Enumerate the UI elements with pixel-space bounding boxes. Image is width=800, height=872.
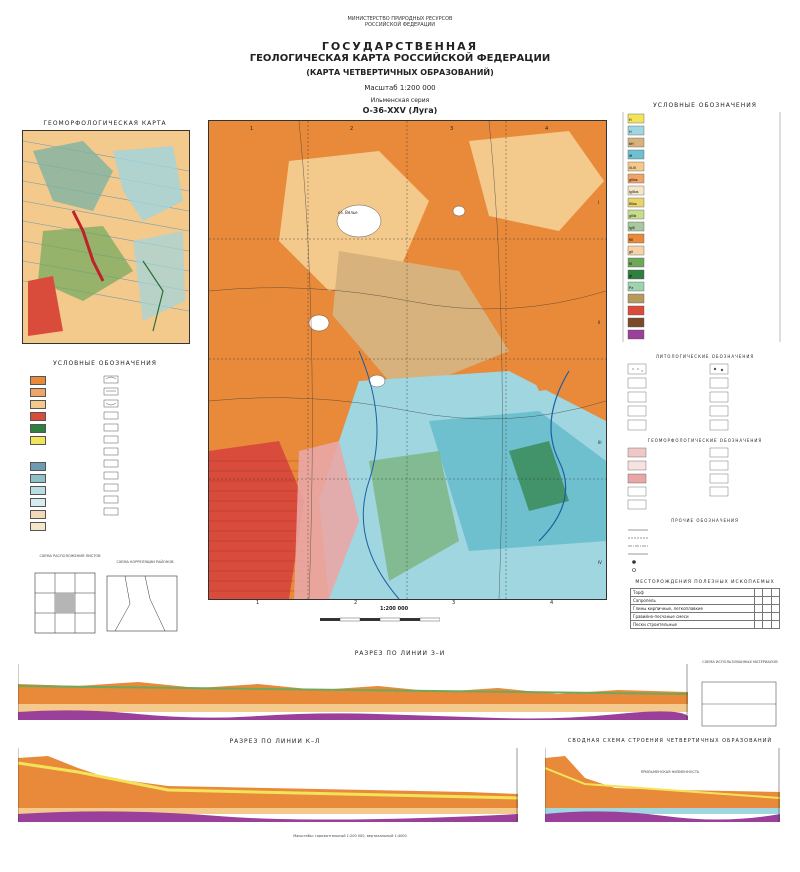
deposits-title: МЕСТОРОЖДЕНИЯ ПОЛЕЗНЫХ ИСКОПАЕМЫХ [635, 580, 775, 585]
lake-label: оз. Вялье [338, 210, 358, 215]
grid-right-1: I [598, 200, 600, 205]
map-footer-scale: 1:200 000 [380, 606, 409, 612]
section1-graphic[interactable] [18, 664, 688, 724]
legend-swatch [30, 436, 46, 445]
ministry-label: МИНИСТЕРСТВО ПРИРОДНЫХ РЕСУРСОВ РОССИЙСК… [347, 16, 453, 28]
legend-swatch [30, 510, 46, 519]
inset-legend-symbols [103, 375, 119, 516]
correlation-scheme [106, 575, 178, 632]
legend-code: lgIIIos [629, 190, 639, 194]
legend-code: fIII [629, 238, 633, 242]
deposit-row: Гравийно-песчаные смеси [629, 612, 756, 621]
main-quaternary-map[interactable] [208, 120, 607, 600]
section2-title: РАЗРЕЗ ПО ЛИНИИ К–Л [229, 738, 321, 745]
legend-code: lII-III [629, 166, 636, 170]
deposit-row: Глины кирпичные, легкоплавкие [629, 604, 756, 613]
grid-bottom-2: 2 [354, 600, 358, 606]
legend-code: fII [629, 262, 632, 266]
grid-right-2: II [598, 320, 601, 325]
section3-graphic[interactable] [545, 748, 780, 828]
right-legend-stratigraphy: H HbH lH lII-III gIIIos lgIIIos fIIIos gIIIlz lg… [622, 112, 781, 342]
inset-title: ГЕОМОРФОЛОГИЧЕСКАЯ КАРТА [43, 120, 167, 127]
materials-scheme [701, 681, 777, 727]
legend-code: fIIIos [629, 202, 637, 206]
legend-swatch [30, 388, 46, 397]
legend-code: gIIIos [629, 178, 638, 182]
legend-code: lgIII [629, 226, 635, 230]
geomorph-legend [627, 447, 729, 510]
legend-code: Pz [629, 286, 633, 290]
inset-legend-title: УСЛОВНЫЕ ОБОЗНАЧЕНИЯ [53, 360, 157, 367]
deposit-row: Пески строительные [629, 620, 756, 629]
sheet-number: О-36-XXV (Луга) [362, 106, 438, 115]
legend-swatch [30, 400, 46, 409]
legend-swatch [30, 412, 46, 421]
title-line3: (КАРТА ЧЕТВЕРТИЧНЫХ ОБРАЗОВАНИЙ) [306, 68, 494, 77]
section-scale-text: Масштабы: горизонтальный 1:200 000, верт… [293, 834, 407, 838]
lowland-label: ПРИЛЬМЕНСКАЯ НИЗМЕННОСТЬ [640, 770, 700, 774]
legend-swatch [30, 424, 46, 433]
scale-bar [320, 617, 440, 622]
legend-code: H [629, 130, 632, 134]
grid-right-4: IV [598, 560, 602, 565]
inset-map-graphic [23, 131, 189, 343]
map-series: Ильменская серия [370, 97, 430, 104]
grid-bottom-3: 3 [452, 600, 456, 606]
inset-map[interactable] [22, 130, 190, 344]
legend-code: H [629, 118, 632, 122]
legend-code: lH [629, 154, 633, 158]
misc-legend [628, 529, 648, 572]
section1-title: РАЗРЕЗ ПО ЛИНИИ З–И [354, 650, 446, 657]
title-line2: ГЕОЛОГИЧЕСКАЯ КАРТА РОССИЙСКОЙ ФЕДЕРАЦИИ [249, 53, 551, 64]
grid-bottom-4: 4 [550, 600, 554, 606]
deposit-row: Торф [629, 588, 756, 597]
legend-swatch [30, 474, 46, 483]
section3-title: СВОДНАЯ СХЕМА СТРОЕНИЯ ЧЕТВЕРТИЧНЫХ ОБРА… [567, 738, 773, 744]
legend-code: bH [629, 142, 634, 146]
legend-code: gII [629, 250, 633, 254]
legend-swatch [30, 498, 46, 507]
right-legend-title: УСЛОВНЫЕ ОБОЗНАЧЕНИЯ [653, 102, 757, 109]
legend-swatch [30, 486, 46, 495]
title-line1: ГОСУДАРСТВЕННАЯ [321, 40, 479, 53]
deposit-row: Сапропель [629, 596, 756, 605]
grid-top-2: 2 [350, 126, 354, 132]
main-map-graphic [209, 121, 606, 599]
grid-top-3: 3 [450, 126, 454, 132]
sheet-layout-scheme [34, 572, 96, 634]
legend-swatch [30, 522, 46, 531]
grid-bottom-1: 1 [256, 600, 260, 606]
legend-code: gI [629, 274, 632, 278]
section2-graphic[interactable] [18, 748, 518, 828]
grid-top-1: 1 [250, 126, 254, 132]
lithology-title: ЛИТОЛОГИЧЕСКИЕ ОБОЗНАЧЕНИЯ [655, 354, 755, 359]
grid-right-3: III [598, 440, 602, 445]
grid-top-4: 4 [545, 126, 549, 132]
legend-swatch [30, 376, 46, 385]
legend-swatch [30, 462, 46, 471]
correlation-scheme-title: СХЕМА КОРРЕЛЯЦИИ РАЙОНОВ [116, 560, 174, 564]
lithology-legend [627, 363, 729, 431]
map-scale: Масштаб 1:200 000 [364, 84, 436, 92]
inset-legend [22, 372, 192, 542]
deposits-table: Торф Сапропель Глины кирпичные, легкопла… [629, 588, 781, 629]
legend-code: gIIIlz [629, 214, 637, 218]
sheet-layout-title: СХЕМА РАСПОЛОЖЕНИЯ ЛИСТОВ [39, 554, 101, 558]
geomorph-title: ГЕОМОРФОЛОГИЧЕСКИЕ ОБОЗНАЧЕНИЯ [647, 438, 763, 443]
materials-scheme-title: СХЕМА ИСПОЛЬЗОВАННЫХ МАТЕРИАЛОВ [702, 660, 778, 664]
misc-title: ПРОЧИЕ ОБОЗНАЧЕНИЯ [671, 518, 739, 523]
